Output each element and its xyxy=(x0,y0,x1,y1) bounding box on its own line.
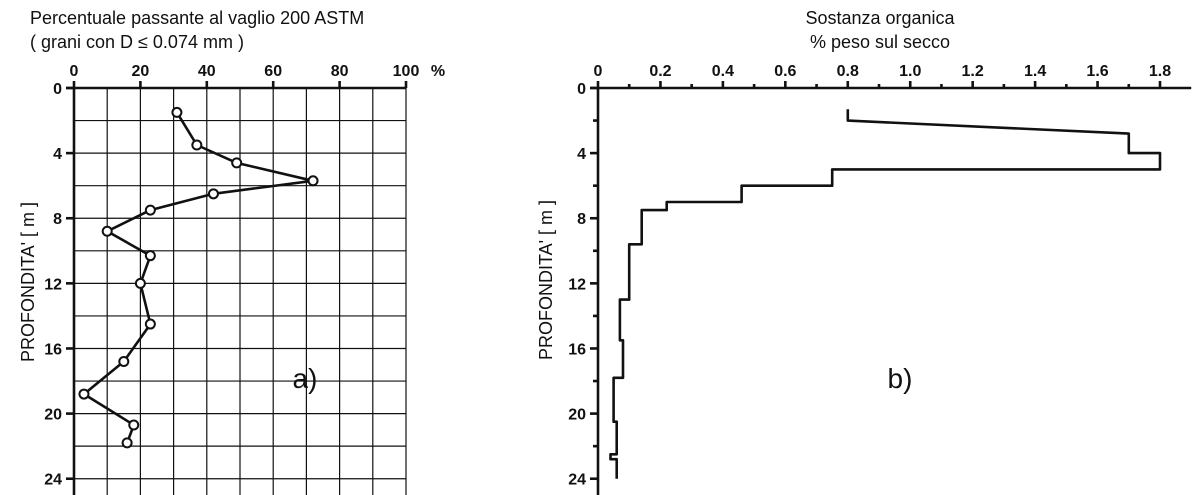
chart-b-y-tick-label: 4 xyxy=(577,146,586,163)
chart-a-data-point xyxy=(207,188,219,200)
chart-a-panel-label: a) xyxy=(293,363,318,394)
chart-b-series-line xyxy=(609,109,1162,479)
chart-b-y-tick-label: 12 xyxy=(568,276,586,293)
chart-b-ticks: 0 0.2 0.4 0.6 0.8 1.0 1.2 1.4 1.6 1.8 0 4 8 12 16 20 24 xyxy=(568,63,1192,495)
chart-a-data-point xyxy=(101,225,113,237)
chart-b-y-tick-label: 8 xyxy=(577,211,586,228)
chart-a-data-point xyxy=(128,419,140,431)
chart-a-data-point xyxy=(144,318,156,330)
chart-b-y-axis-label: PROFONDITA' [ m ] xyxy=(536,200,556,360)
chart-a: Percentuale passante al vaglio 200 ASTM … xyxy=(18,8,445,495)
chart-b-series xyxy=(609,109,1162,479)
chart-a-x-tick-label: 0 xyxy=(70,63,79,80)
chart-b-y-tick-label: 20 xyxy=(568,407,586,424)
chart-a-x-tick-label: 100 xyxy=(393,63,420,80)
chart-b-title-line-2: % peso sul secco xyxy=(810,32,950,52)
chart-b-x-tick-label: 0.2 xyxy=(649,63,671,80)
chart-a-data-point xyxy=(307,175,319,187)
chart-a-title-line-2: ( grani con D ≤ 0.074 mm ) xyxy=(30,32,244,52)
chart-a-data-point xyxy=(231,157,243,169)
chart-b-x-tick-label: 0 xyxy=(594,63,603,80)
chart-a-y-axis-label: PROFONDITA' [ m ] xyxy=(18,202,38,362)
chart-a-x-unit: % xyxy=(431,63,445,80)
chart-a-x-tick-label: 60 xyxy=(264,63,282,80)
chart-a-data-point xyxy=(144,250,156,262)
chart-b-title-line-1: Sostanza organica xyxy=(805,8,955,28)
chart-b-x-tick-label: 1.6 xyxy=(1086,63,1108,80)
chart-b-x-tick-label: 1.0 xyxy=(899,63,921,80)
chart-a-y-tick-label: 16 xyxy=(44,341,62,358)
chart-b-y-tick-label: 24 xyxy=(568,472,586,489)
chart-b: Sostanza organica % peso sul secco PROFO… xyxy=(536,8,1192,495)
chart-a-data-point xyxy=(134,277,146,289)
chart-b-x-tick-label: 0.8 xyxy=(837,63,859,80)
chart-a-data-point xyxy=(121,437,133,449)
chart-a-ticks: 0 20 40 60 80 100 0 4 8 12 16 20 24 xyxy=(44,63,419,489)
chart-a-y-tick-label: 24 xyxy=(44,472,62,489)
chart-a-data-point xyxy=(191,139,203,151)
chart-a-data-point xyxy=(144,204,156,216)
chart-a-data-point xyxy=(118,356,130,368)
chart-b-y-tick-label: 16 xyxy=(568,341,586,358)
chart-a-x-tick-label: 80 xyxy=(331,63,349,80)
chart-a-series-line xyxy=(82,111,315,444)
chart-a-data-point xyxy=(171,106,183,118)
chart-a-data-point xyxy=(78,388,90,400)
chart-a-x-tick-label: 20 xyxy=(132,63,150,80)
chart-a-series xyxy=(78,106,319,449)
chart-a-y-tick-label: 4 xyxy=(53,146,62,163)
chart-b-y-tick-label: 0 xyxy=(577,81,586,98)
chart-a-y-tick-label: 12 xyxy=(44,276,62,293)
chart-b-x-tick-label: 0.4 xyxy=(712,63,734,80)
chart-a-y-tick-label: 0 xyxy=(53,81,62,98)
chart-a-title-line-1: Percentuale passante al vaglio 200 ASTM xyxy=(30,8,364,28)
chart-a-grid xyxy=(66,86,407,495)
chart-b-x-tick-label: 1.4 xyxy=(1024,63,1046,80)
chart-a-y-tick-label: 8 xyxy=(53,211,62,228)
chart-b-x-tick-label: 1.2 xyxy=(962,63,984,80)
chart-a-x-tick-label: 40 xyxy=(198,63,216,80)
chart-a-y-tick-label: 20 xyxy=(44,407,62,424)
chart-b-x-tick-label: 1.8 xyxy=(1149,63,1171,80)
chart-b-panel-label: b) xyxy=(888,363,913,394)
chart-b-x-tick-label: 0.6 xyxy=(774,63,796,80)
